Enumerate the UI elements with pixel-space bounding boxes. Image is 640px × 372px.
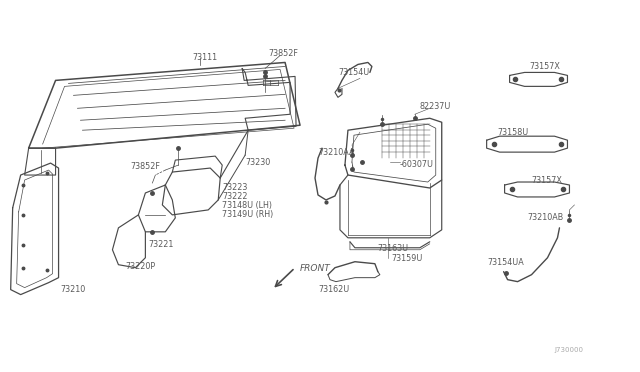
- Text: 82237U: 82237U: [420, 102, 451, 111]
- Text: 73220P: 73220P: [125, 262, 156, 271]
- Text: 73159U: 73159U: [392, 254, 423, 263]
- Text: 73163U: 73163U: [378, 244, 409, 253]
- Text: 73223: 73223: [222, 183, 248, 192]
- Text: 73148U (LH): 73148U (LH): [222, 201, 272, 210]
- Text: 73210AA: 73210AA: [318, 148, 355, 157]
- Text: 73852F: 73852F: [131, 162, 160, 171]
- Text: 73158U: 73158U: [498, 128, 529, 137]
- Text: 73154UA: 73154UA: [488, 258, 524, 267]
- Text: 73852F: 73852F: [268, 48, 298, 58]
- Text: 73162U: 73162U: [318, 285, 349, 294]
- Text: 73221: 73221: [148, 240, 173, 249]
- Text: 73210: 73210: [61, 285, 86, 294]
- Text: FRONT: FRONT: [300, 264, 331, 273]
- Text: 73157X: 73157X: [532, 176, 563, 185]
- Text: 73210AB: 73210AB: [527, 213, 564, 222]
- Text: 73154U: 73154U: [338, 68, 369, 77]
- Text: 73222: 73222: [222, 192, 248, 201]
- Text: 73149U (RH): 73149U (RH): [222, 210, 273, 219]
- Text: 73157X: 73157X: [529, 62, 561, 71]
- Text: 73230: 73230: [245, 158, 271, 167]
- Text: -60307U: -60307U: [400, 160, 434, 169]
- Text: J730000: J730000: [554, 347, 584, 353]
- Text: 73111: 73111: [192, 52, 218, 61]
